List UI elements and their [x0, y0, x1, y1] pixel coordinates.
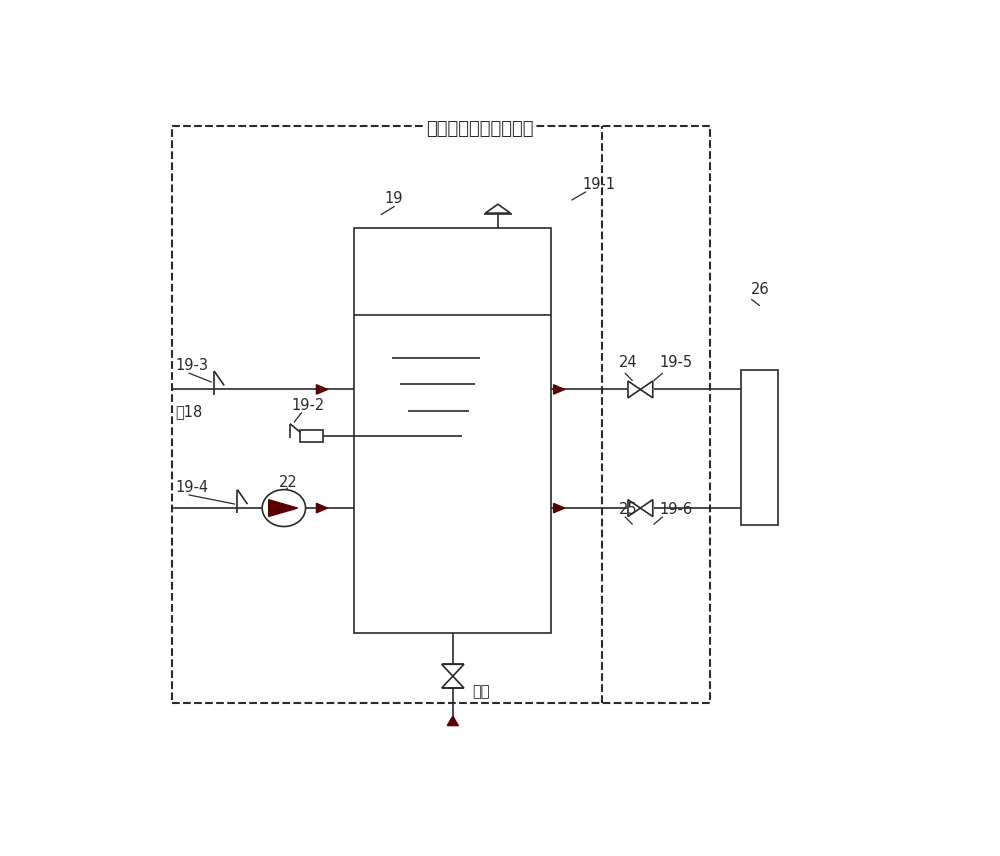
- Polygon shape: [628, 381, 640, 398]
- Polygon shape: [442, 676, 464, 688]
- Polygon shape: [640, 500, 653, 516]
- Polygon shape: [442, 664, 464, 676]
- Text: 短期分布式蓄热换热站: 短期分布式蓄热换热站: [426, 120, 533, 138]
- Bar: [300, 431, 323, 443]
- Polygon shape: [628, 500, 640, 516]
- Text: 25: 25: [619, 502, 637, 517]
- Polygon shape: [640, 381, 653, 398]
- Polygon shape: [316, 384, 328, 394]
- Text: 19-2: 19-2: [292, 397, 325, 413]
- Text: 26: 26: [751, 282, 770, 297]
- Text: 接18: 接18: [175, 404, 203, 419]
- Text: 19-3: 19-3: [175, 358, 208, 373]
- Bar: [172, 126, 710, 703]
- Text: 19-5: 19-5: [660, 355, 693, 371]
- Text: 19-6: 19-6: [660, 502, 693, 517]
- Polygon shape: [554, 503, 565, 513]
- Polygon shape: [485, 205, 510, 213]
- Text: 19: 19: [385, 191, 403, 206]
- Polygon shape: [447, 716, 458, 726]
- Circle shape: [262, 490, 306, 526]
- Bar: [741, 370, 778, 525]
- Polygon shape: [269, 500, 298, 516]
- Text: 19-1: 19-1: [582, 176, 615, 192]
- Polygon shape: [316, 503, 328, 513]
- Text: 补水: 补水: [472, 684, 490, 699]
- Bar: [354, 228, 551, 633]
- Text: 19-4: 19-4: [175, 480, 208, 495]
- Polygon shape: [554, 384, 565, 394]
- Text: 24: 24: [619, 355, 637, 371]
- Text: 22: 22: [278, 475, 297, 490]
